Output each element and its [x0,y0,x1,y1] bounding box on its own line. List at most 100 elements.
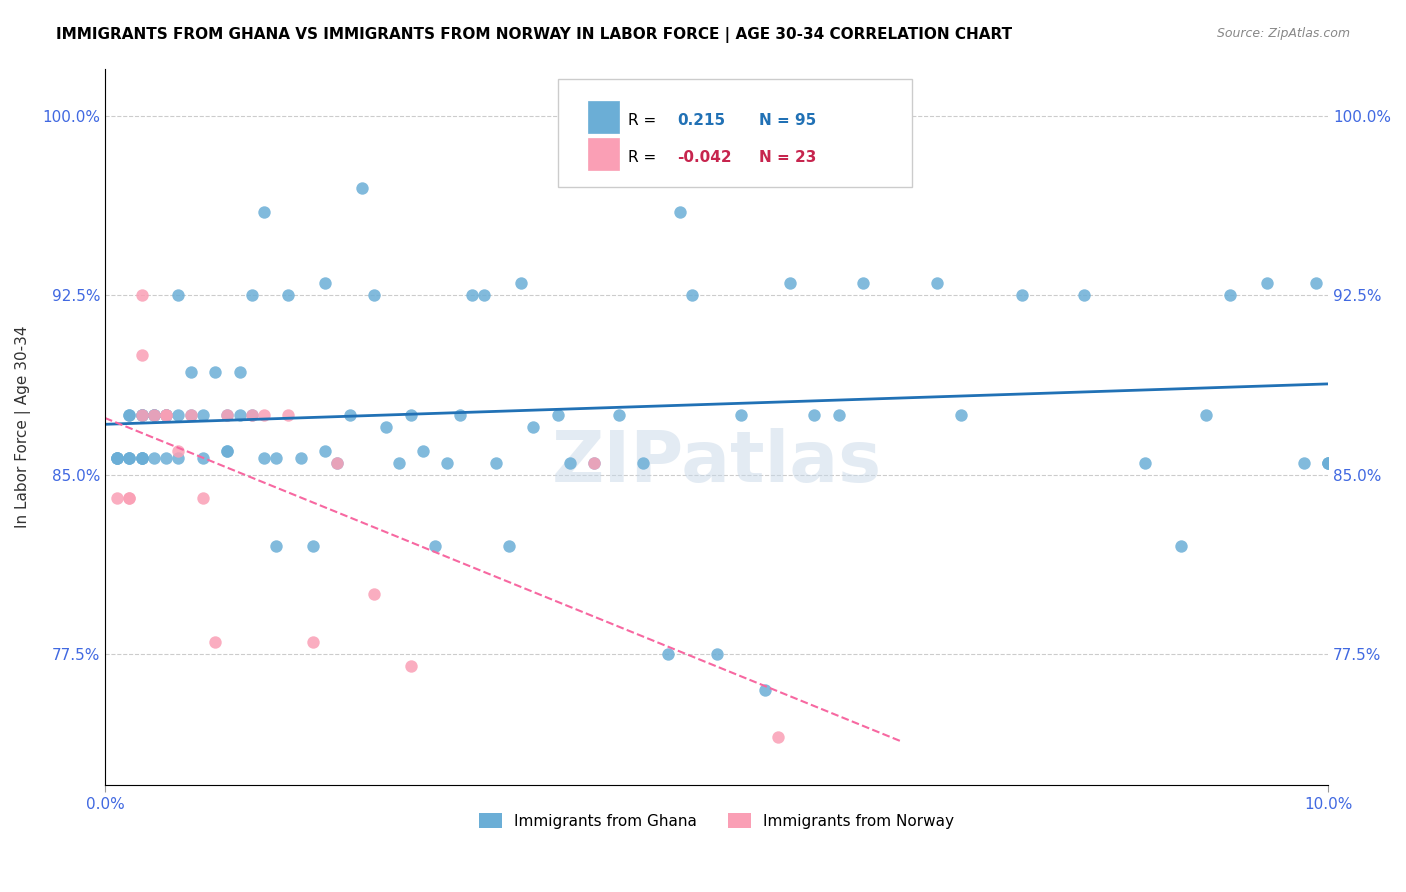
Point [131,348,153,362]
Point [1073,288,1095,302]
Point [142,450,165,465]
Legend: Immigrants from Ghana, Immigrants from Norway: Immigrants from Ghana, Immigrants from N… [472,806,960,835]
Point [314,277,336,291]
Point [547,408,569,422]
Point [631,456,654,470]
Point [118,408,141,422]
Point [558,456,581,470]
Point [399,658,422,673]
Point [253,408,276,422]
Point [118,408,141,422]
Text: IMMIGRANTS FROM GHANA VS IMMIGRANTS FROM NORWAY IN LABOR FORCE | AGE 30-34 CORRE: IMMIGRANTS FROM GHANA VS IMMIGRANTS FROM… [56,27,1012,43]
Point [754,682,776,697]
Point [583,456,606,470]
Point [1170,539,1192,553]
Point [681,288,703,302]
Point [1292,456,1315,470]
Point [105,450,128,465]
Point [669,204,692,219]
Point [925,277,948,291]
Point [950,408,973,422]
Point [191,408,214,422]
Point [277,408,299,422]
Point [253,450,276,465]
Point [228,365,250,379]
Point [412,443,434,458]
Point [730,408,752,422]
Point [131,450,153,465]
Point [607,408,630,422]
Point [706,647,728,661]
Point [105,450,128,465]
Point [131,450,153,465]
Point [240,408,263,422]
Point [155,408,177,422]
Point [180,365,202,379]
Text: R =: R = [628,112,657,128]
Point [314,443,336,458]
Point [1317,456,1340,470]
Point [302,634,325,648]
FancyBboxPatch shape [588,101,619,133]
Point [1317,456,1340,470]
Point [142,408,165,422]
Point [363,587,385,601]
Point [155,408,177,422]
Point [118,450,141,465]
Point [131,408,153,422]
Point [142,408,165,422]
Point [766,731,789,745]
Point [118,450,141,465]
Point [449,408,471,422]
Text: -0.042: -0.042 [678,150,733,165]
Point [387,456,409,470]
Point [131,408,153,422]
Point [461,288,484,302]
Text: Source: ZipAtlas.com: Source: ZipAtlas.com [1216,27,1350,40]
Point [302,539,325,553]
Point [191,450,214,465]
Text: N = 95: N = 95 [759,112,817,128]
Point [1317,456,1340,470]
Point [1011,288,1033,302]
Point [240,408,263,422]
Point [277,288,299,302]
Point [118,450,141,465]
Point [253,204,276,219]
Point [155,450,177,465]
Point [131,450,153,465]
Point [105,491,128,506]
Point [167,288,190,302]
Point [375,419,398,434]
Point [803,408,825,422]
Point [485,456,508,470]
Point [105,450,128,465]
Point [240,288,263,302]
Point [425,539,447,553]
Point [326,456,349,470]
Point [131,408,153,422]
Point [204,365,226,379]
Text: N = 23: N = 23 [759,150,817,165]
Point [228,408,250,422]
Point [217,408,239,422]
Point [167,408,190,422]
Point [509,277,531,291]
Point [204,634,226,648]
Point [167,450,190,465]
Point [498,539,520,553]
Point [167,443,190,458]
Point [889,109,911,123]
Text: 0.215: 0.215 [678,112,725,128]
FancyBboxPatch shape [558,79,912,186]
Point [180,408,202,422]
Text: ZIPatlas: ZIPatlas [551,428,882,497]
Point [350,181,373,195]
Point [657,647,679,661]
Point [828,408,851,422]
Point [142,408,165,422]
Point [1133,456,1156,470]
Point [217,408,239,422]
Point [363,288,385,302]
Point [131,408,153,422]
